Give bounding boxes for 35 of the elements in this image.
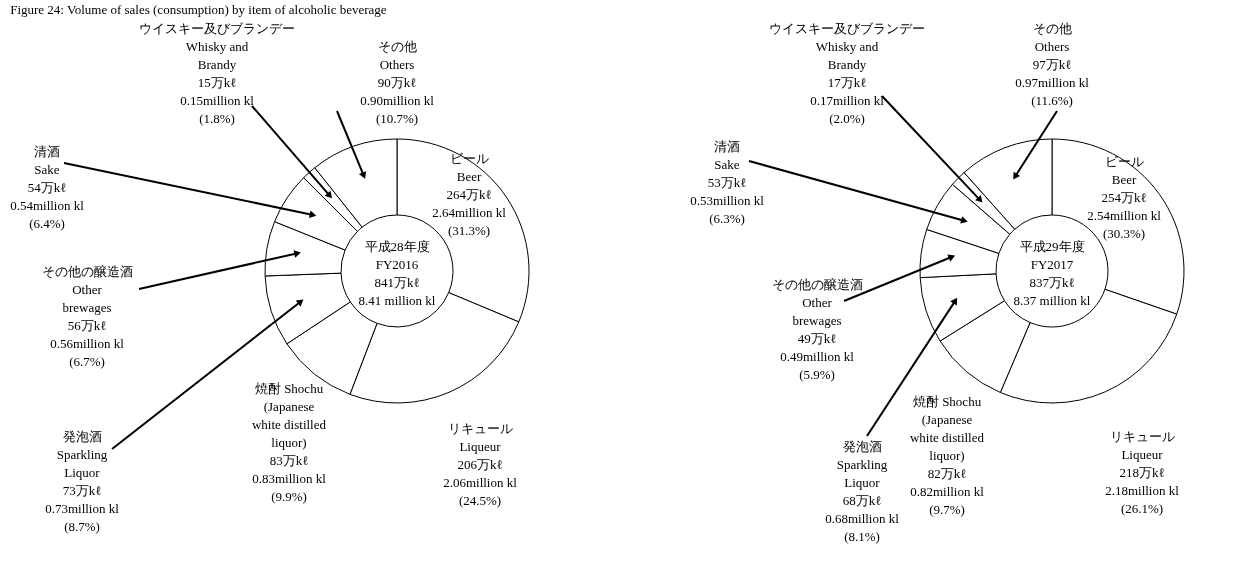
data-label: 218万kℓ 2.18million kl (26.1%) xyxy=(1105,465,1180,516)
data-label: 97万kℓ 0.97million kl (11.6%) xyxy=(1015,57,1090,108)
data-label: 54万kℓ 0.54million kl (6.4%) xyxy=(10,180,85,231)
slice-label: 焼酎 Shochu (Japanese white distilled liquor) xyxy=(251,381,327,450)
data-label: 264万kℓ 2.64million kl (31.3%) xyxy=(432,187,507,238)
data-label: 15万kℓ 0.15million kl (1.8%) xyxy=(180,75,255,126)
slice-label: 清酒 Sake xyxy=(714,139,740,172)
data-label: 68万kℓ 0.68million kl (8.1%) xyxy=(825,493,900,544)
slice-label: 発泡酒 Sparkling Liquor xyxy=(836,439,888,490)
data-label: 82万kℓ 0.82million kl (9.7%) xyxy=(910,466,985,517)
slice-label: その他 Others xyxy=(1032,21,1072,54)
text: 平成28年度 FY2016 841万kℓ 8.41 million kl xyxy=(358,239,436,308)
slice-label: ビール Beer xyxy=(1104,154,1144,187)
data-label: 90万kℓ 0.90million kl (10.7%) xyxy=(360,75,435,126)
slice-label: リキュール Liqueur xyxy=(447,421,513,454)
slice-label: ウイスキー及びブランデー Whisky and Brandy xyxy=(139,21,295,72)
text: 平成29年度 FY2017 837万kℓ 8.37 million kl xyxy=(1013,239,1091,308)
slice-label: その他 Others xyxy=(377,39,417,72)
slice-label: リキュール Liqueur xyxy=(1109,429,1175,462)
data-label: 83万kℓ 0.83million kl (9.9%) xyxy=(252,453,327,504)
chart-title: Figure 24: Volume of sales (consumption) by item of alcoholic beverage xyxy=(10,2,387,17)
data-label: 206万kℓ 2.06million kl (24.5%) xyxy=(443,457,518,508)
data-label: 49万kℓ 0.49million kl (5.9%) xyxy=(780,331,855,382)
slice-label: 発泡酒 Sparkling Liquor xyxy=(56,429,108,480)
data-label: 17万kℓ 0.17million kl (2.0%) xyxy=(810,75,885,126)
slice-label: その他の醸造酒 Other brewages xyxy=(771,277,863,328)
slice-label: 清酒 Sake xyxy=(34,144,60,177)
data-label: 73万kℓ 0.73million kl (8.7%) xyxy=(45,483,120,534)
slice-label: ビール Beer xyxy=(449,151,489,184)
data-label: 53万kℓ 0.53million kl (6.3%) xyxy=(690,175,765,226)
slice-label: 焼酎 Shochu (Japanese white distilled liquor) xyxy=(909,394,985,463)
slice-label: その他の醸造酒 Other brewages xyxy=(41,264,133,315)
slice-label: ウイスキー及びブランデー Whisky and Brandy xyxy=(769,21,925,72)
data-label: 56万kℓ 0.56million kl (6.7%) xyxy=(50,318,125,369)
data-label: 254万kℓ 2.54million kl (30.3%) xyxy=(1087,190,1162,241)
